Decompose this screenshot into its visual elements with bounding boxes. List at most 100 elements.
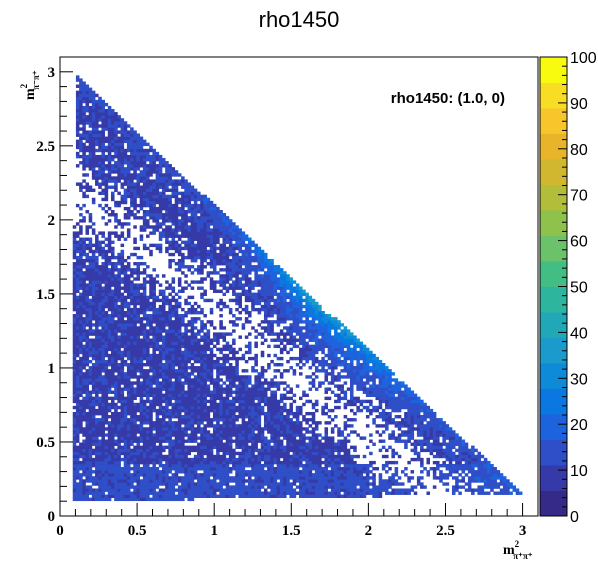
heatmap-cell [158, 369, 163, 373]
heatmap-cell [168, 424, 172, 428]
heatmap-cell [130, 433, 134, 437]
heatmap-cell [110, 167, 115, 171]
heatmap-cell [91, 164, 96, 168]
heatmap-cell [126, 482, 131, 486]
heatmap-cell [123, 176, 128, 180]
heatmap-cell [152, 268, 156, 272]
heatmap-cell [197, 219, 201, 223]
heatmap-cell [136, 381, 141, 385]
heatmap-cell [161, 188, 166, 192]
heatmap-cell [101, 130, 105, 134]
heatmap-cell [181, 393, 185, 398]
heatmap-cell [238, 246, 242, 251]
heatmap-cell [248, 494, 252, 498]
heatmap-cell [79, 81, 83, 85]
heatmap-cell [82, 366, 86, 370]
heatmap-cell [168, 375, 172, 379]
heatmap-cell [232, 467, 236, 471]
heatmap-cell [130, 344, 134, 349]
heatmap-cell [228, 277, 233, 281]
heatmap-cell [85, 173, 90, 177]
heatmap-cell [136, 271, 141, 275]
heatmap-cell [235, 366, 239, 370]
heatmap-cell [171, 298, 176, 303]
heatmap-cell [123, 448, 128, 453]
heatmap-cell [75, 405, 80, 410]
heatmap-cell [206, 206, 211, 211]
heatmap-cell [95, 353, 99, 358]
heatmap-cell [110, 457, 115, 462]
heatmap-cell [168, 307, 172, 312]
heatmap-cell [184, 243, 188, 248]
heatmap-cell [88, 154, 93, 159]
heatmap-cell [82, 145, 86, 150]
heatmap-cell [161, 430, 166, 434]
heatmap-cell [190, 255, 195, 260]
heatmap-cell [232, 485, 236, 489]
heatmap-cell [79, 142, 83, 147]
heatmap-cell [158, 488, 163, 492]
heatmap-cell [95, 105, 99, 110]
heatmap-cell [101, 350, 105, 355]
heatmap-cell [238, 470, 242, 474]
heatmap-cell [133, 476, 137, 480]
heatmap-cell [248, 445, 252, 450]
heatmap-cell [114, 405, 118, 410]
heatmap-cell [136, 344, 141, 349]
heatmap-cell [193, 408, 198, 413]
heatmap-cell [101, 118, 105, 122]
heatmap-cell [187, 497, 192, 502]
heatmap-cell [193, 381, 198, 385]
heatmap-cell [181, 252, 185, 257]
heatmap-cell [126, 476, 131, 480]
heatmap-cell [228, 378, 233, 382]
heatmap-cell [238, 298, 242, 303]
heatmap-cell [91, 93, 96, 98]
heatmap-cell [123, 320, 128, 324]
heatmap-cell [209, 249, 214, 254]
heatmap-cell [101, 133, 105, 137]
heatmap-cell [98, 424, 102, 428]
heatmap-cell [79, 350, 83, 355]
heatmap-cell [136, 310, 141, 315]
heatmap-cell [193, 470, 198, 474]
heatmap-cell [184, 234, 188, 238]
heatmap-cell [85, 258, 90, 263]
heatmap-cell [133, 271, 137, 275]
heatmap-cell [187, 268, 192, 272]
heatmap-cell [165, 491, 169, 495]
heatmap-cell [110, 109, 115, 113]
heatmap-cell [75, 363, 80, 367]
heatmap-cell [241, 384, 246, 388]
heatmap-cell [133, 289, 137, 293]
heatmap-cell [123, 424, 128, 428]
heatmap-cell [136, 384, 141, 388]
heatmap-cell [174, 411, 179, 416]
heatmap-cell [139, 206, 144, 211]
heatmap-cell [216, 482, 220, 486]
heatmap-cell [244, 390, 249, 394]
heatmap-cell [72, 445, 77, 450]
heatmap-cell [161, 292, 166, 297]
heatmap-cell [85, 454, 90, 459]
heatmap-cell [82, 295, 86, 300]
heatmap-cell [203, 479, 207, 483]
heatmap-cell [72, 320, 77, 324]
heatmap-cell [165, 295, 169, 300]
heatmap-cell [75, 127, 80, 131]
heatmap-cell [139, 396, 144, 401]
heatmap-cell [130, 274, 134, 278]
heatmap-cell [133, 375, 137, 379]
heatmap-cell [206, 298, 211, 303]
heatmap-cell [197, 231, 201, 235]
heatmap-cell [98, 473, 102, 477]
heatmap-cell [206, 378, 211, 382]
heatmap-cell [197, 203, 201, 208]
heatmap-cell [82, 142, 86, 147]
heatmap-cell [165, 473, 169, 477]
heatmap-cell [110, 280, 115, 284]
heatmap-cell [85, 139, 90, 144]
heatmap-cell [82, 387, 86, 391]
heatmap-cell [136, 485, 141, 489]
heatmap-cell [110, 467, 115, 471]
